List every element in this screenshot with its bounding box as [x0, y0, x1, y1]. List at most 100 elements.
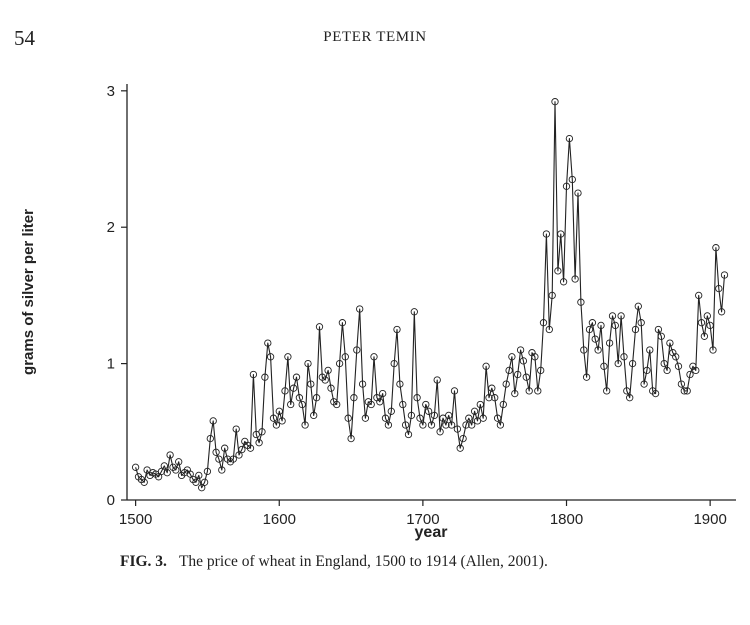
price-point [473, 417, 482, 425]
price-point [485, 394, 493, 402]
price-point [195, 471, 203, 480]
price-point [307, 380, 315, 388]
price-point [212, 448, 220, 456]
price-point [697, 319, 706, 327]
price-point [603, 387, 611, 395]
price-point [468, 421, 476, 429]
x-ticks: 1500 1600 1700 1800 1900 [119, 500, 727, 528]
price-point [542, 230, 551, 238]
price-point [445, 411, 453, 420]
price-point [407, 411, 416, 420]
price-point [640, 380, 648, 388]
price-point [427, 421, 436, 429]
price-point [525, 387, 533, 395]
price-point [608, 312, 617, 320]
price-point [379, 389, 387, 398]
price-point [424, 407, 433, 415]
price-point [387, 407, 395, 415]
price-point [206, 434, 214, 443]
price-point [376, 398, 384, 406]
price-point [646, 346, 654, 354]
price-point [695, 291, 703, 300]
price-point [200, 478, 209, 486]
price-point [258, 428, 266, 436]
price-point [488, 384, 496, 392]
price-point [683, 387, 691, 395]
price-point [390, 359, 398, 368]
price-point [335, 359, 344, 368]
price-point [508, 353, 516, 361]
price-point [361, 414, 370, 422]
price-point [628, 359, 637, 368]
axes [126, 84, 736, 501]
price-point [666, 339, 674, 347]
price-point [462, 421, 470, 429]
price-point [479, 414, 487, 422]
price-point [218, 466, 226, 474]
price-point [321, 376, 329, 384]
price-point [404, 430, 413, 439]
price-point [496, 421, 505, 429]
price-point [674, 362, 683, 370]
x-tick-label: 1800 [550, 511, 583, 528]
price-point [574, 189, 582, 197]
price-point [284, 353, 292, 361]
price-point [537, 366, 545, 375]
running-head: PETER TEMIN [323, 29, 427, 45]
x-tick-label: 1600 [263, 511, 296, 528]
price-point [163, 469, 171, 477]
price-point [172, 466, 180, 474]
price-point [465, 414, 473, 422]
price-point [246, 444, 255, 452]
price-point [672, 353, 680, 361]
price-point [637, 319, 645, 327]
price-point [353, 346, 361, 354]
price-point [502, 380, 510, 388]
price-point [384, 421, 393, 429]
price-point [447, 421, 456, 429]
price-point [545, 325, 553, 334]
price-point [419, 421, 427, 429]
price-point [341, 353, 349, 361]
price-point [229, 455, 237, 463]
price-point [620, 353, 628, 361]
price-point [605, 339, 614, 347]
price-point [433, 376, 441, 384]
price-point [559, 278, 568, 286]
price-point [255, 439, 263, 447]
price-point [221, 444, 229, 452]
price-point [292, 373, 301, 381]
price-point [215, 455, 223, 463]
price-point [324, 366, 332, 375]
price-point [327, 384, 335, 392]
price-point [568, 175, 576, 184]
price-point [295, 394, 304, 402]
price-point [631, 325, 640, 334]
price-point [554, 267, 562, 275]
price-point [442, 421, 450, 429]
price-point [160, 462, 168, 470]
series-layer [131, 98, 729, 492]
price-point [261, 373, 269, 381]
price-point [614, 359, 622, 368]
price-point [534, 387, 542, 395]
figure-caption-text: The price of wheat in England, 1500 to 1… [178, 553, 548, 570]
price-point [301, 421, 309, 429]
price-point [439, 414, 447, 422]
price-point [712, 244, 720, 252]
price-point [358, 380, 367, 388]
price-point [588, 319, 597, 327]
price-point [657, 332, 665, 340]
price-point [677, 380, 686, 388]
price-point [531, 353, 539, 361]
price-point [680, 387, 688, 395]
price-point [626, 394, 634, 402]
price-point [663, 366, 671, 375]
price-point [482, 362, 490, 370]
price-point [287, 400, 295, 409]
x-tick-label: 1700 [406, 511, 439, 528]
figure-label: FIG. 3. [120, 553, 167, 570]
price-series-line [135, 101, 726, 489]
price-point [399, 400, 407, 409]
price-point [264, 339, 272, 347]
